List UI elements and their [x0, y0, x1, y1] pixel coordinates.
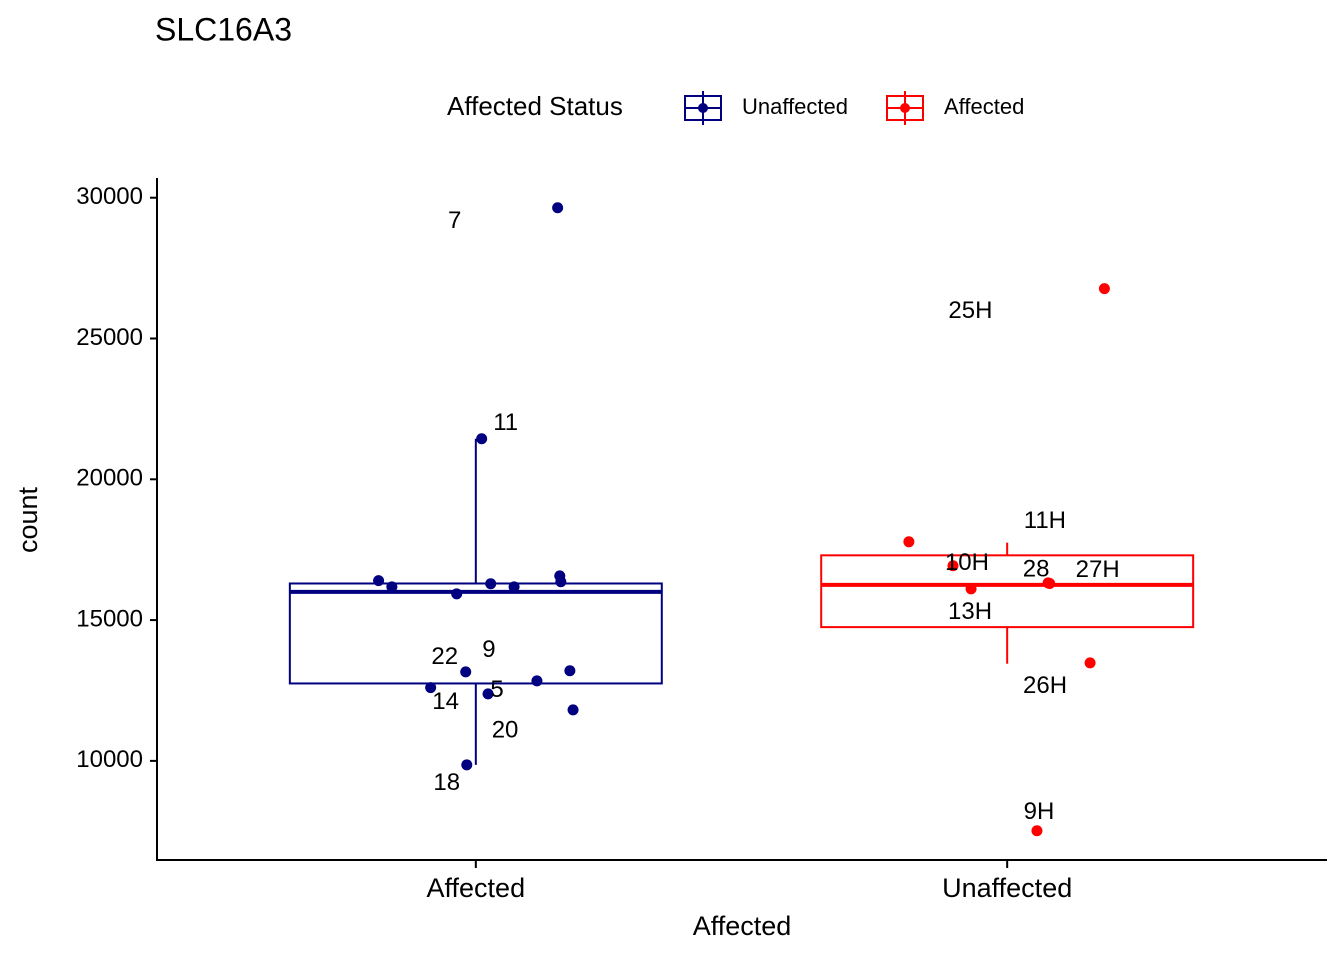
point [508, 581, 520, 593]
y-tick-label: 30000 [76, 183, 143, 210]
legend-key-point [698, 103, 708, 113]
x-tick-label: Affected [427, 873, 526, 903]
point-label: 27H [1076, 556, 1120, 583]
point [386, 581, 398, 593]
point [1031, 825, 1043, 837]
point-label: 25H [948, 297, 992, 324]
legend-label: Unaffected [742, 94, 848, 119]
point-label: 14 [432, 688, 459, 715]
y-tick-label: 10000 [76, 746, 143, 773]
chart-title: SLC16A3 [155, 11, 292, 47]
point-label: 9H [1024, 798, 1055, 825]
point-label: 26H [1023, 672, 1067, 699]
point [1044, 577, 1056, 589]
point [965, 583, 977, 595]
point [947, 560, 959, 572]
y-tick-label: 15000 [76, 605, 143, 632]
y-tick-label: 25000 [76, 324, 143, 351]
point [451, 588, 463, 600]
point [564, 665, 576, 677]
point-label: 7 [448, 207, 461, 234]
point [531, 675, 543, 687]
point-label: 22 [431, 643, 458, 670]
x-axis-title: Affected [693, 911, 792, 941]
point [425, 682, 437, 694]
point-label: 20 [492, 716, 519, 743]
point-label: 11 [493, 409, 518, 436]
point-label: 5 [490, 676, 503, 703]
y-axis-title: count [13, 486, 43, 553]
point-label: 9 [482, 636, 495, 663]
legend-label: Affected [944, 94, 1024, 119]
point [485, 578, 497, 590]
point [482, 688, 494, 700]
point-label: 13H [948, 598, 992, 625]
point [373, 575, 385, 587]
x-tick-label: Unaffected [942, 873, 1072, 903]
point-label: 10H [945, 549, 989, 576]
point [552, 202, 564, 214]
point [903, 536, 915, 548]
point [567, 704, 579, 716]
point-label: 18 [433, 769, 460, 796]
legend-title: Affected Status [447, 91, 623, 121]
box [820, 554, 1195, 629]
point [1084, 657, 1096, 669]
point [461, 759, 473, 771]
point [460, 666, 472, 678]
point [555, 576, 567, 588]
y-tick-label: 20000 [76, 465, 143, 492]
legend-key-point [900, 103, 910, 113]
point [1098, 283, 1110, 295]
point-label: 11H [1024, 507, 1066, 534]
box [288, 582, 663, 685]
point-label: 28 [1023, 555, 1050, 582]
point [476, 433, 488, 445]
